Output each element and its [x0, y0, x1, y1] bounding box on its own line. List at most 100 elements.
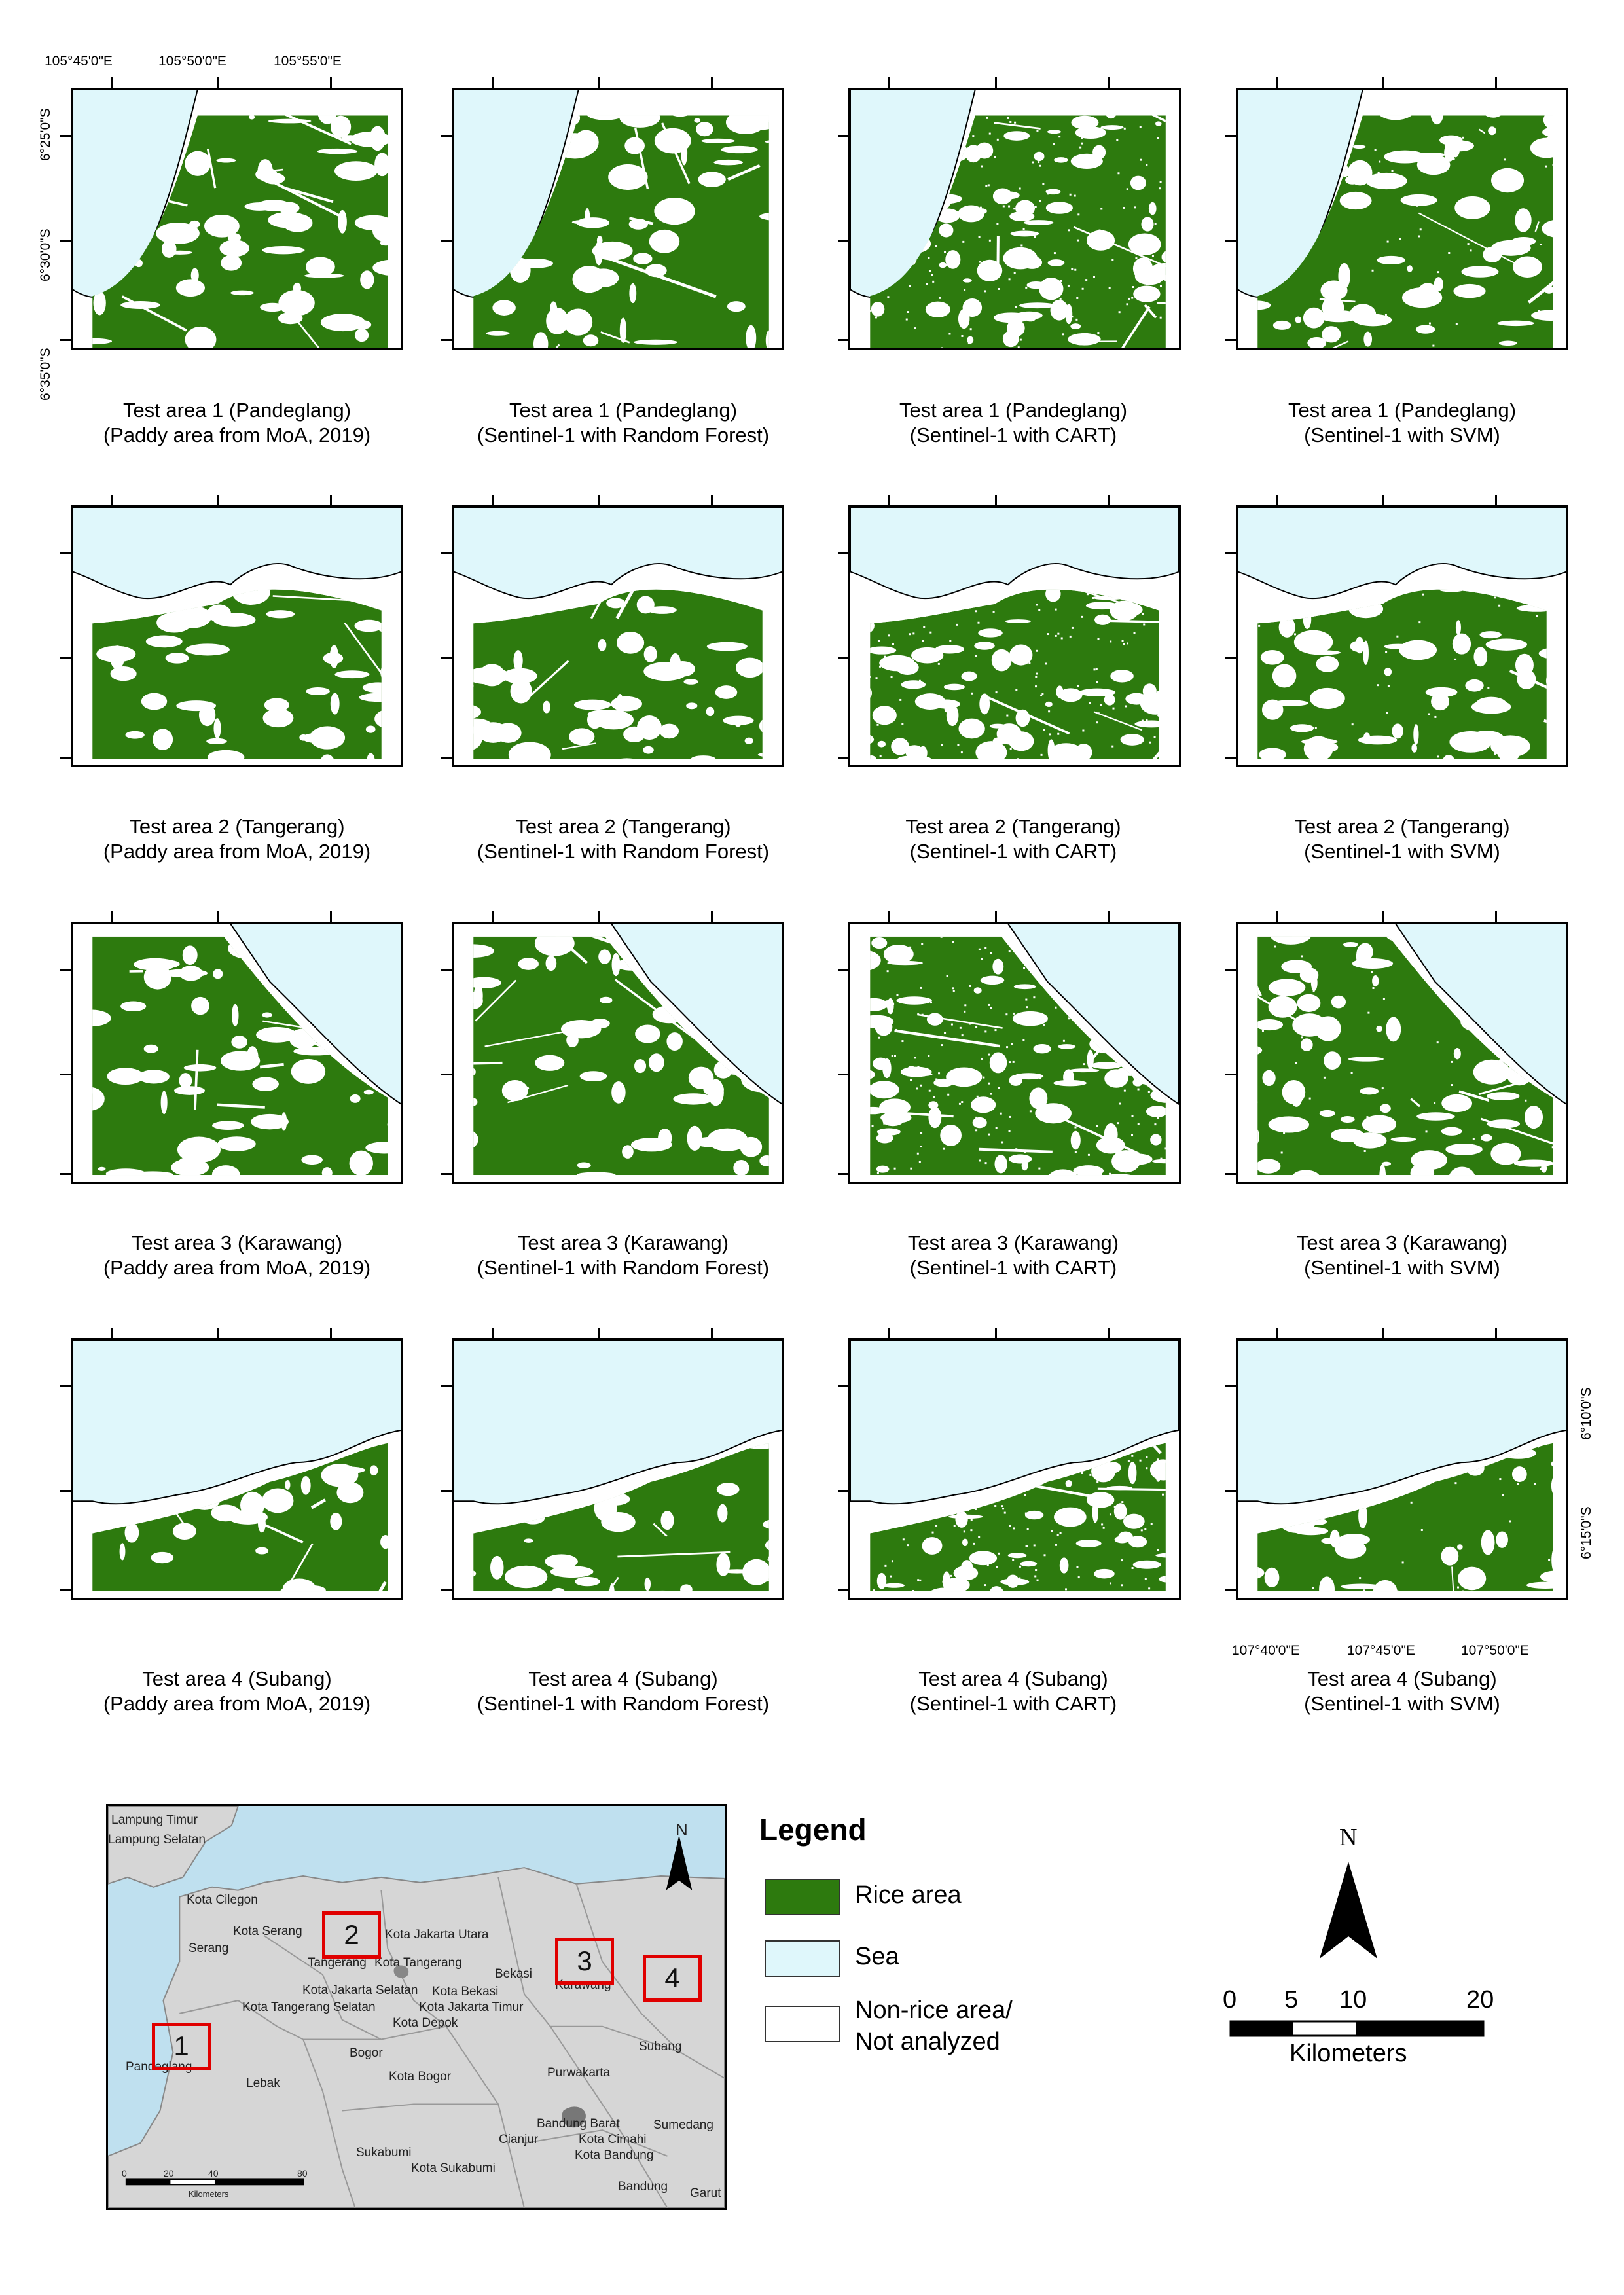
- inset-test-area-4-box: 4: [643, 1955, 702, 2002]
- inset-place: Kota Sukabumi: [411, 2161, 496, 2175]
- axis-tick: [441, 1173, 452, 1175]
- axis-tick: [994, 495, 997, 505]
- axis-tick: [330, 1328, 333, 1338]
- axis-tick: [441, 240, 452, 242]
- inset-north-label: N: [676, 1820, 688, 1839]
- map-panel-area2-method4: [1236, 505, 1568, 767]
- axis-tick: [838, 1385, 848, 1387]
- axis-tick: [1495, 1328, 1498, 1338]
- panel-caption: Test area 2 (Tangerang) (Sentinel-1 with …: [440, 814, 806, 864]
- axis-tick: [1225, 1589, 1236, 1591]
- inset-north-arrow-icon: [666, 1835, 693, 1890]
- caption-line2: (Sentinel-1 with Random Forest): [477, 1692, 770, 1715]
- axis-tick: [1275, 77, 1278, 88]
- axis-tick: [60, 657, 71, 659]
- axis-tick: [711, 1328, 713, 1338]
- legend-label-nonrice: Non-rice area/: [855, 1997, 1013, 2024]
- axis-tick: [994, 911, 997, 922]
- right-lat-label-2: 6°15'0"S: [1579, 1506, 1594, 1559]
- map-panel-area4-method3: [848, 1338, 1181, 1600]
- caption-line2: (Paddy area from MoA, 2019): [103, 1256, 371, 1279]
- axis-tick: [598, 1328, 600, 1338]
- inset-urban-bandung: [562, 2106, 586, 2128]
- inset-place: Kota Jakarta Utara: [385, 1928, 489, 1942]
- caption-line1: Test area 4 (Subang): [918, 1667, 1108, 1690]
- bottom-lon-label-3: 107°50'0"E: [1461, 1643, 1529, 1658]
- caption-line2: (Sentinel-1 with Random Forest): [477, 424, 770, 446]
- caption-line1: Test area 3 (Karawang): [1296, 1231, 1508, 1254]
- panel-caption: Test area 4 (Subang) (Sentinel-1 with SVM…: [1219, 1667, 1585, 1716]
- panel-caption: Test area 1 (Pandeglang) (Sentinel-1 with…: [440, 398, 806, 448]
- axis-tick: [1275, 495, 1278, 505]
- axis-tick: [60, 135, 71, 137]
- axis-tick: [1225, 1385, 1236, 1387]
- inset-urban-jakarta: [393, 1965, 409, 1978]
- scale-tick-20: 20: [1466, 1986, 1494, 2014]
- right-lat-label-1: 6°10'0"S: [1579, 1387, 1594, 1440]
- bottom-lon-label-2: 107°45'0"E: [1347, 1643, 1415, 1658]
- map-panel-area2-method2: [452, 505, 784, 767]
- caption-line1: Test area 2 (Tangerang): [905, 815, 1121, 838]
- axis-tick: [1382, 911, 1384, 922]
- axis-tick: [838, 1490, 848, 1492]
- inset-scale-tick: 80: [297, 2168, 308, 2178]
- inset-place: Bandung: [618, 2180, 668, 2194]
- caption-line2: (Paddy area from MoA, 2019): [103, 424, 371, 446]
- axis-tick: [1225, 1490, 1236, 1492]
- inset-place: Kota Depok: [393, 2016, 458, 2030]
- axis-tick: [110, 1328, 113, 1338]
- inset-place: Serang: [189, 1942, 229, 1955]
- axis-tick: [110, 77, 113, 88]
- axis-tick: [1108, 1328, 1110, 1338]
- axis-tick: [1108, 77, 1110, 88]
- axis-tick: [838, 135, 848, 137]
- scale-tick-10: 10: [1339, 1986, 1367, 2014]
- legend-swatch-sea: [765, 1940, 840, 1977]
- axis-tick: [838, 1589, 848, 1591]
- axis-tick: [60, 1385, 71, 1387]
- axis-tick: [110, 911, 113, 922]
- axis-tick: [838, 969, 848, 971]
- panel-caption: Test area 1 (Pandeglang) (Paddy area from…: [54, 398, 420, 448]
- north-arrow-icon: [1320, 1862, 1377, 1959]
- panel-caption: Test area 1 (Pandeglang) (Sentinel-1 with…: [830, 398, 1197, 448]
- axis-tick: [1275, 911, 1278, 922]
- map-panel-area2-method1: [71, 505, 403, 767]
- axis-tick: [441, 1490, 452, 1492]
- inset-test-area-2-box: 2: [322, 1911, 381, 1959]
- map-panel-area4-method4: [1236, 1338, 1568, 1600]
- inset-place: Kota Bekasi: [432, 1985, 499, 1998]
- inset-place: Cianjur: [499, 2133, 539, 2146]
- inset-overview-map: [106, 1804, 727, 2210]
- panel-caption: Test area 3 (Karawang) (Paddy area from M…: [54, 1231, 420, 1280]
- axis-tick: [491, 77, 494, 88]
- caption-line2: (Sentinel-1 with SVM): [1304, 840, 1500, 863]
- map-panel-area4-method2: [452, 1338, 784, 1600]
- axis-tick: [217, 1328, 219, 1338]
- map-panel-area1-method4: [1236, 88, 1568, 350]
- scale-tick-5: 5: [1284, 1986, 1299, 2014]
- inset-place: Lampung Selatan: [108, 1833, 206, 1847]
- bottom-lon-label-1: 107°40'0"E: [1232, 1643, 1300, 1658]
- axis-tick: [1225, 757, 1236, 759]
- panel-caption: Test area 2 (Tangerang) (Paddy area from …: [54, 814, 420, 864]
- inset-scale-tick: 0: [122, 2168, 127, 2178]
- axis-tick: [330, 911, 333, 922]
- scale-bar: [1229, 2020, 1485, 2037]
- panel-caption: Test area 3 (Karawang) (Sentinel-1 with R…: [440, 1231, 806, 1280]
- top-lon-label-1: 105°45'0"E: [45, 54, 113, 69]
- inset-place: Subang: [639, 2040, 682, 2053]
- inset-place: Kota Jakarta Timur: [419, 2000, 524, 2014]
- axis-tick: [1225, 657, 1236, 659]
- axis-tick: [711, 911, 713, 922]
- legend-swatch-rice: [765, 1879, 840, 1915]
- axis-tick: [60, 1490, 71, 1492]
- axis-tick: [1225, 969, 1236, 971]
- north-label: N: [1339, 1824, 1358, 1851]
- map-panel-area4-method1: [71, 1338, 403, 1600]
- caption-line1: Test area 4 (Subang): [528, 1667, 718, 1690]
- axis-tick: [60, 1173, 71, 1175]
- axis-tick: [491, 495, 494, 505]
- inset-place: Kota Bogor: [389, 2070, 452, 2084]
- axis-tick: [888, 911, 890, 922]
